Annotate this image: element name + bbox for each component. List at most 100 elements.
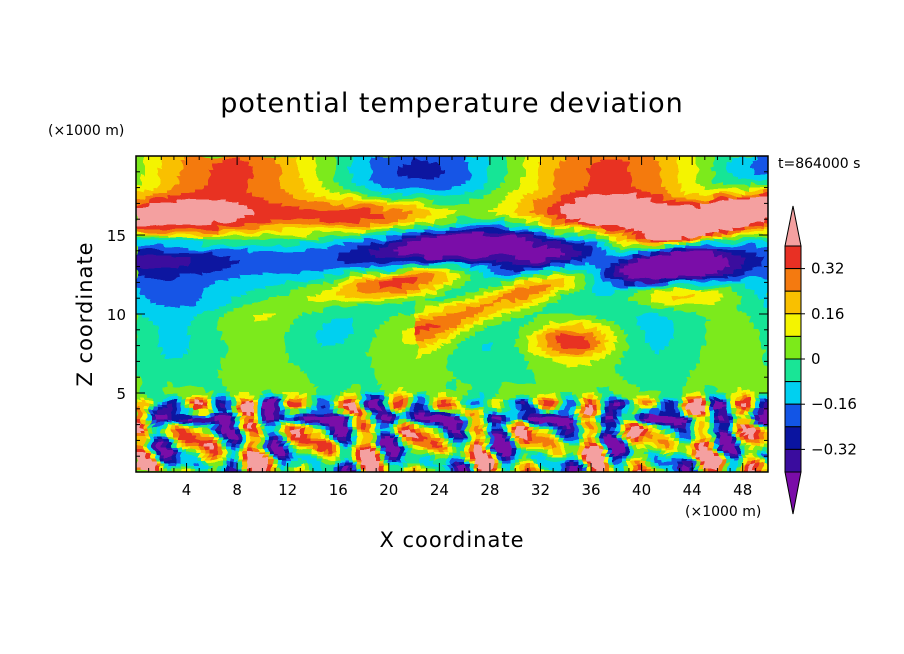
field-cell xyxy=(758,452,765,457)
field-cell xyxy=(384,297,426,302)
field-cell xyxy=(226,310,263,315)
field-cell xyxy=(492,343,516,348)
field-cell xyxy=(641,432,647,437)
field-cell xyxy=(596,419,602,424)
field-cell xyxy=(275,468,282,472)
field-cell xyxy=(316,402,322,407)
field-cell xyxy=(501,294,530,299)
field-cell xyxy=(596,333,607,338)
field-cell xyxy=(393,442,399,447)
field-cell xyxy=(501,462,512,467)
field-cell xyxy=(610,277,625,282)
field-cell xyxy=(411,445,426,450)
field-cell xyxy=(406,294,435,299)
field-cell xyxy=(483,432,489,437)
field-cell xyxy=(470,432,476,437)
field-cell xyxy=(673,399,679,404)
field-cell xyxy=(614,363,697,368)
field-cell xyxy=(433,294,458,299)
field-cell xyxy=(298,363,372,368)
field-cell xyxy=(203,310,227,315)
field-cell xyxy=(379,281,417,285)
field-cell xyxy=(713,179,768,183)
field-cell xyxy=(415,330,421,335)
field-cell xyxy=(542,238,566,243)
field-cell xyxy=(379,425,390,430)
field-cell xyxy=(316,412,327,417)
field-cell xyxy=(284,343,322,348)
field-cell xyxy=(149,442,155,447)
field-cell xyxy=(208,448,218,453)
field-cell xyxy=(704,412,710,417)
field-cell xyxy=(388,419,394,424)
field-cell xyxy=(447,435,453,440)
field-cell xyxy=(573,416,579,420)
field-cell xyxy=(650,432,665,437)
field-cell xyxy=(551,346,593,351)
field-cell xyxy=(357,429,363,434)
field-cell xyxy=(185,402,191,407)
field-cell xyxy=(339,251,372,256)
field-cell xyxy=(176,393,191,397)
field-cell xyxy=(343,455,349,460)
field-cell xyxy=(307,402,313,407)
field-cell xyxy=(370,208,403,213)
field-cell xyxy=(158,179,178,183)
field-cell xyxy=(587,465,593,470)
field-cell xyxy=(266,425,277,430)
field-cell xyxy=(718,439,733,443)
field-cell xyxy=(704,406,710,411)
field-cell xyxy=(375,425,381,430)
field-cell xyxy=(447,386,458,391)
field-cell xyxy=(452,429,462,434)
field-cell xyxy=(140,376,218,381)
field-cell xyxy=(239,399,245,404)
field-cell xyxy=(415,277,435,282)
field-cell xyxy=(506,287,516,292)
field-cell xyxy=(623,277,661,282)
field-cell xyxy=(402,208,431,213)
field-cell xyxy=(731,412,737,417)
field-cell xyxy=(397,435,403,440)
field-cell xyxy=(352,422,358,427)
field-cell xyxy=(763,445,768,450)
field-cell xyxy=(190,337,223,341)
field-cell xyxy=(533,409,539,414)
field-cell xyxy=(167,445,173,450)
field-cell xyxy=(619,409,625,414)
field-cell xyxy=(691,445,697,450)
field-cell xyxy=(515,425,525,430)
field-cell xyxy=(704,340,760,345)
field-cell xyxy=(257,416,263,420)
field-cell xyxy=(370,406,376,411)
field-cell xyxy=(339,254,376,259)
field-cell xyxy=(528,429,534,434)
field-cell xyxy=(501,185,521,190)
field-cell xyxy=(587,442,598,447)
field-cell xyxy=(619,396,625,401)
field-cell xyxy=(546,208,561,213)
field-cell xyxy=(659,277,692,282)
field-cell xyxy=(379,294,408,299)
field-cell xyxy=(203,185,250,190)
field-cell xyxy=(686,399,692,404)
field-cell xyxy=(334,442,340,447)
field-cell xyxy=(348,416,354,420)
field-cell xyxy=(312,445,318,450)
field-cell xyxy=(564,284,575,289)
field-cell xyxy=(528,340,539,345)
field-cell xyxy=(488,314,503,318)
field-cell xyxy=(488,169,507,174)
field-cell xyxy=(149,432,155,437)
field-cell xyxy=(605,468,611,472)
field-cell xyxy=(483,195,507,200)
field-cell xyxy=(582,241,598,246)
field-cell xyxy=(740,455,747,460)
field-cell xyxy=(524,445,543,450)
field-cell xyxy=(740,416,747,420)
field-cell xyxy=(555,340,589,345)
field-cell xyxy=(659,165,679,170)
field-cell xyxy=(181,455,200,460)
field-cell xyxy=(248,462,268,467)
field-cell xyxy=(370,425,376,430)
